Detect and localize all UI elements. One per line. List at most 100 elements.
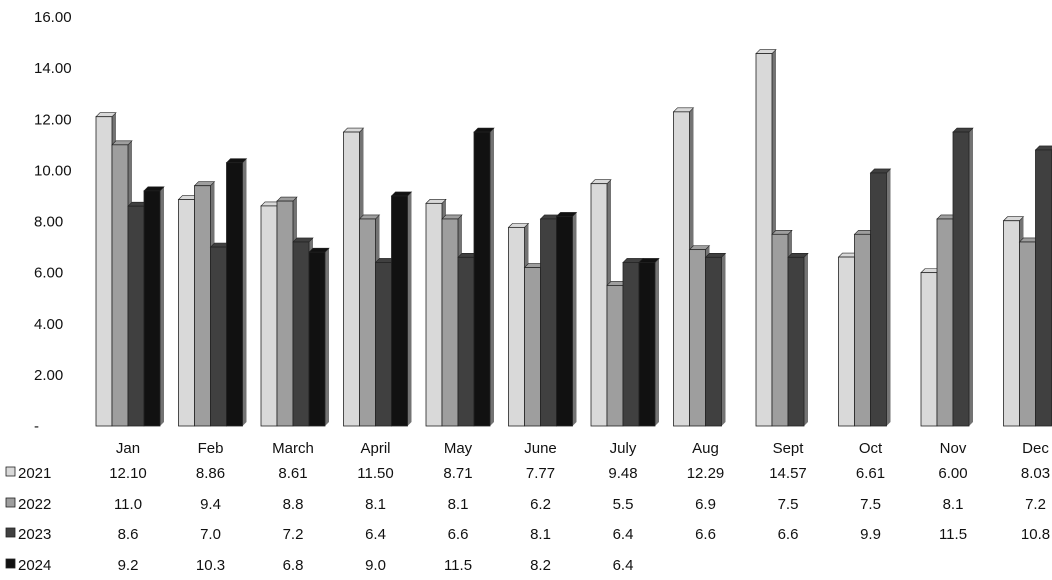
bar-front — [622, 261, 640, 427]
bar-front — [226, 162, 243, 427]
bar-front — [936, 218, 954, 427]
category-label: Sept — [773, 440, 805, 457]
table-cell: 14.57 — [769, 465, 807, 482]
bar-top — [473, 127, 495, 133]
y-tick-label: - — [34, 418, 39, 435]
bar-side — [242, 158, 247, 427]
table-row-2022: 2022 11.0 9.4 8.8 8.1 8.1 6.2 5.5 6.9 7.5 7.5 8.1 7.… — [5, 496, 1046, 513]
bar-side — [160, 186, 164, 426]
table-row-2023: 2023 8.6 7.0 7.2 6.4 6.6 8.1 6.4 6.6 6.6 9.9 11.5 10… — [5, 526, 1050, 543]
bar-top — [441, 214, 463, 220]
table-cell: 7.0 — [200, 526, 221, 543]
bar-top — [193, 181, 216, 187]
bar-top — [1034, 145, 1052, 151]
bar-front — [556, 215, 573, 427]
category-label: Jan — [116, 440, 140, 457]
category-label: Dec — [1022, 440, 1049, 457]
bar-top — [787, 252, 809, 258]
bar-top — [771, 229, 793, 235]
bar-front — [178, 199, 195, 427]
table-cell: 10.3 — [196, 557, 225, 574]
bar-front — [870, 172, 887, 427]
bar-2023-nov — [952, 127, 974, 427]
bar-front — [194, 185, 211, 427]
bar-side — [325, 248, 329, 426]
bar-top — [1002, 216, 1025, 222]
bar-2024-feb — [225, 158, 248, 427]
y-tick-label: 10.00 — [34, 162, 72, 179]
bar-top — [555, 212, 578, 217]
table-cell: 6.6 — [448, 526, 469, 543]
category-label: June — [524, 440, 557, 457]
bar-2023-oct — [869, 168, 892, 427]
bar-side — [655, 258, 659, 426]
bar-top — [755, 49, 777, 54]
bar-front — [308, 251, 326, 427]
y-tick-label: 2.00 — [34, 367, 63, 384]
table-cell: 11.0 — [114, 496, 142, 513]
bar-front — [127, 205, 145, 427]
table-cell: 8.1 — [365, 496, 386, 513]
bar-top — [358, 214, 381, 220]
table-cell: 6.4 — [365, 526, 386, 543]
table-cell: 8.6 — [118, 526, 139, 543]
legend-label: 2021 — [18, 465, 51, 482]
bar-front — [920, 272, 938, 427]
bar-front — [1003, 220, 1020, 427]
bar-front — [787, 256, 805, 427]
bar-front — [391, 195, 408, 427]
bar-top — [390, 191, 413, 197]
y-tick-label: 4.00 — [34, 316, 63, 333]
bar-front — [854, 233, 871, 427]
legend-label: 2022 — [18, 496, 51, 513]
table-cell: 7.77 — [526, 465, 555, 482]
bar-side — [721, 253, 726, 426]
bar-top — [507, 223, 530, 228]
table-cell: 6.2 — [530, 496, 551, 513]
table-cell: 7.5 — [860, 496, 881, 513]
bar-side — [490, 128, 494, 426]
table-cell: 10.8 — [1021, 526, 1050, 543]
table-cell: 12.29 — [687, 465, 725, 482]
category-labels: Jan Feb March April May June July Aug Sept Oct Nov… — [116, 440, 1049, 457]
bar-2023-sept — [787, 252, 809, 427]
table-cell: 9.4 — [200, 496, 221, 513]
category-label: Feb — [198, 440, 224, 457]
bar-2024-july — [638, 258, 660, 427]
bar-side — [804, 253, 808, 426]
table-cell: 6.8 — [283, 557, 304, 574]
category-label: May — [444, 440, 473, 457]
legend-label: 2023 — [18, 526, 51, 543]
legend-swatch — [5, 497, 16, 508]
table-cell: 8.2 — [530, 557, 551, 574]
bar-front — [1019, 241, 1036, 427]
table-cell: 6.6 — [695, 526, 716, 543]
bar-side — [886, 168, 891, 426]
category-label: Nov — [940, 440, 967, 457]
bar-front — [260, 205, 278, 427]
category-label: April — [360, 440, 390, 457]
bar-front — [457, 256, 475, 427]
bar-front — [210, 246, 227, 427]
bar-front — [952, 131, 970, 427]
bar-front — [441, 218, 459, 427]
bar-front — [343, 131, 360, 427]
bar-front — [705, 256, 722, 427]
bar-top — [276, 196, 298, 202]
bar-front — [638, 261, 656, 427]
table-cell: 8.61 — [278, 465, 307, 482]
y-tick-label: 14.00 — [34, 60, 72, 77]
table-cell: 6.00 — [938, 465, 967, 482]
legend-label: 2024 — [18, 557, 51, 574]
table-cell: 11.5 — [444, 557, 472, 574]
table-cell: 8.03 — [1021, 465, 1050, 482]
bar-side — [572, 212, 577, 426]
y-tick-label: 8.00 — [34, 214, 63, 231]
table-cell: 9.48 — [608, 465, 637, 482]
table-cell: 7.2 — [1025, 496, 1046, 513]
bar-top — [672, 107, 695, 113]
bar-top — [688, 245, 711, 250]
table-cell: 8.71 — [443, 465, 472, 482]
category-label: Oct — [859, 440, 883, 457]
